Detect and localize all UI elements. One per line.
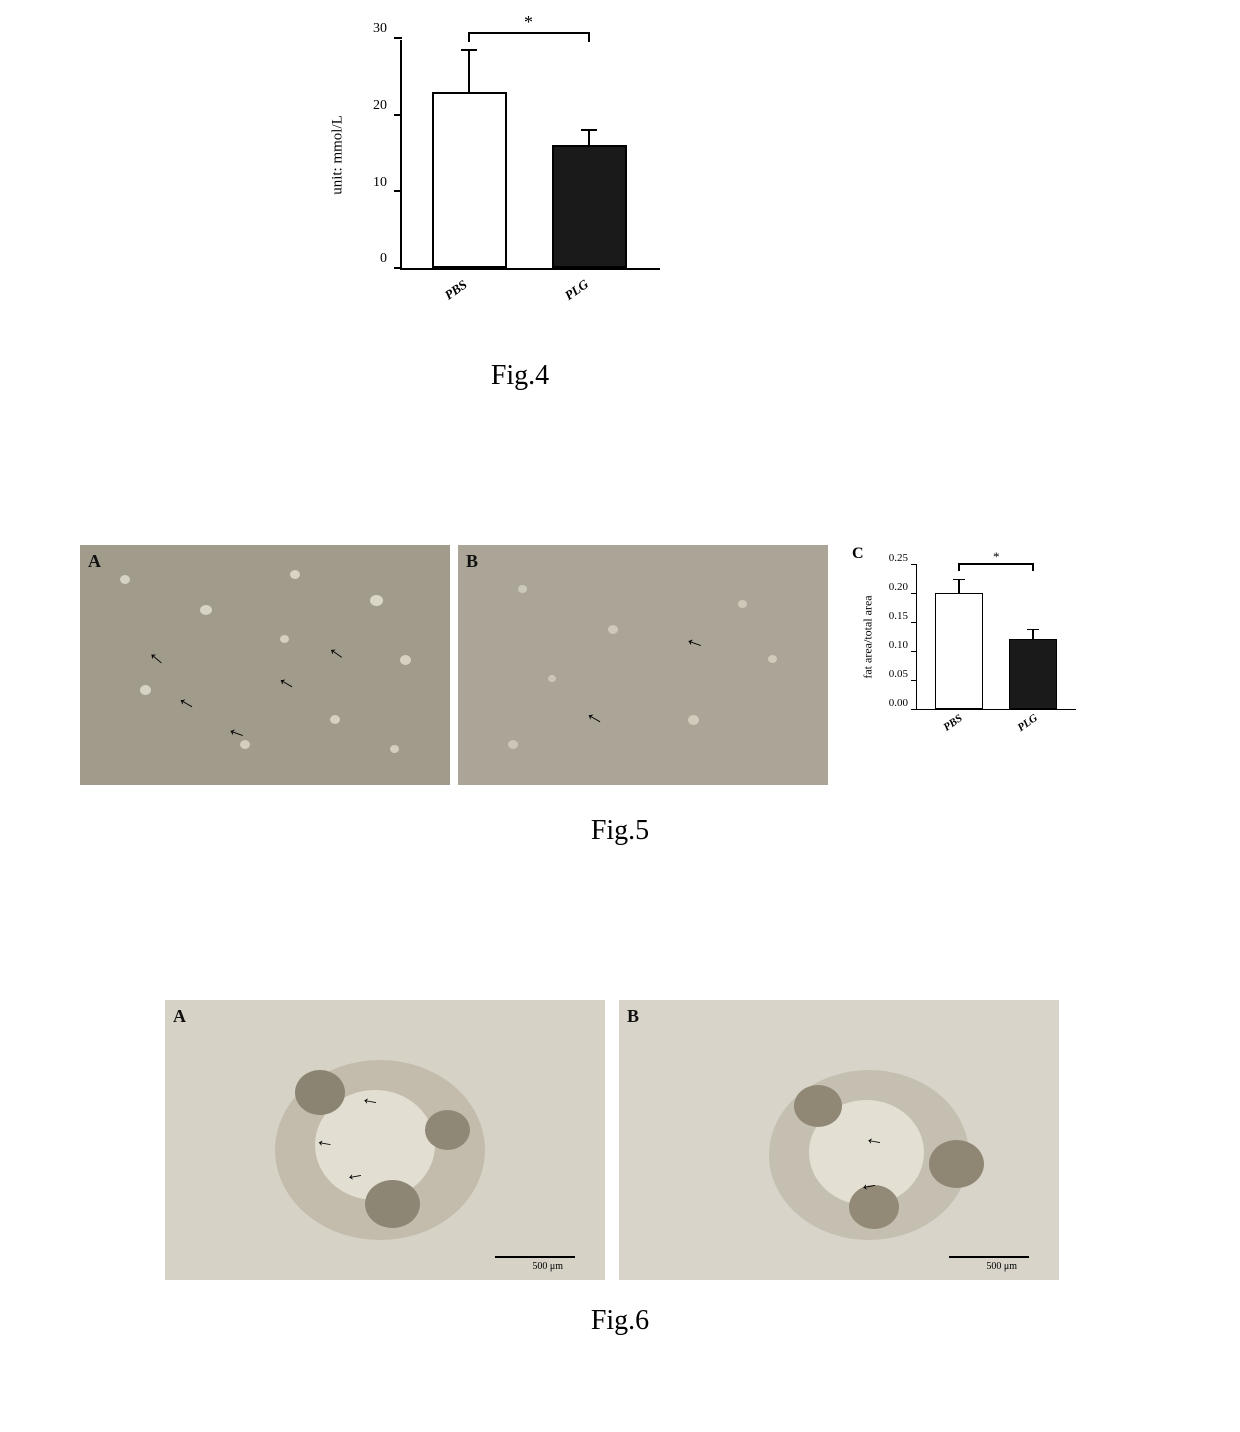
fig5-panel-b-letter: B	[466, 551, 478, 572]
fig5-panel-c-chart: C fat area/total area 0.00 0.05 0.10 0.1…	[856, 545, 1096, 745]
arrow-icon: ←	[313, 1128, 337, 1154]
figure-4: unit: mmol/L 0 10 20 30 * PBS	[310, 20, 730, 392]
fig4-ytick-3: 30	[373, 21, 387, 37]
fig5-panel-c-letter: C	[852, 545, 864, 563]
fig4-caption: Fig.4	[310, 360, 730, 392]
fig6-panel-b: B ↑ ↑ 500 μm	[619, 1000, 1059, 1280]
figure-5: A ↑ ↑ ↑ ↑ ↑ B ↑ ↑ C fat area/total area	[80, 545, 1160, 847]
fig4-ytick-2: 20	[373, 98, 387, 114]
fig5c-ytick-2: 0.10	[889, 639, 908, 651]
fig5-panel-a: A ↑ ↑ ↑ ↑ ↑	[80, 545, 450, 785]
fig4-chart: unit: mmol/L 0 10 20 30 * PBS	[310, 20, 690, 330]
fig5c-bar-plg	[1009, 639, 1057, 709]
scale-bar	[949, 1256, 1029, 1258]
fig4-sig-star: *	[524, 12, 533, 33]
fig4-bar-plg	[552, 145, 627, 268]
fig5c-ytick-5: 0.25	[889, 552, 908, 564]
fig6a-scale-text: 500 μm	[532, 1261, 563, 1272]
arrow-icon: ↑	[171, 692, 199, 715]
arrow-icon: ↑	[322, 641, 350, 665]
fig5-panel-b: B ↑ ↑	[458, 545, 828, 785]
fig5c-plot-area: 0.00 0.05 0.10 0.15 0.20 0.25 *	[916, 565, 1076, 710]
fig4-plot-area: 0 10 20 30 * PBS PLG	[400, 40, 660, 270]
fig5c-sig-star: *	[993, 549, 1000, 565]
arrow-icon: ↑	[271, 672, 299, 695]
fig6-panel-b-letter: B	[627, 1006, 639, 1027]
figure-6: A ↑ ← ↑ 500 μm B ↑ ↑ 500 μm Fig.6	[165, 1000, 1075, 1337]
fig4-xlabel-plg: PLG	[562, 276, 592, 304]
fig4-bar-pbs	[432, 92, 507, 268]
fig5c-ylabel: fat area/total area	[861, 595, 876, 678]
fig6-caption: Fig.6	[165, 1305, 1075, 1337]
fig5c-xlabel-pbs: PBS	[941, 712, 964, 733]
fig5c-ytick-3: 0.15	[889, 610, 908, 622]
fig5-panel-a-letter: A	[88, 551, 101, 572]
scale-bar	[495, 1256, 575, 1258]
fig5c-ytick-0: 0.00	[889, 697, 908, 709]
arrow-icon: ↑	[142, 645, 169, 670]
arrow-icon: ↑	[679, 633, 707, 652]
fig5-caption: Fig.5	[80, 815, 1160, 847]
fig6-panel-a-letter: A	[173, 1006, 186, 1027]
fig5c-bar-pbs	[935, 593, 983, 709]
fig4-ytick-1: 10	[373, 175, 387, 191]
fig6b-scale-text: 500 μm	[986, 1261, 1017, 1272]
fig4-ylabel: unit: mmol/L	[330, 115, 347, 195]
arrow-icon: ↑	[579, 707, 607, 730]
fig4-ytick-0: 0	[380, 251, 387, 267]
fig6-panel-a: A ↑ ← ↑ 500 μm	[165, 1000, 605, 1280]
fig5c-ytick-1: 0.05	[889, 668, 908, 680]
fig5c-xlabel-plg: PLG	[1015, 712, 1039, 734]
fig4-xlabel-pbs: PBS	[442, 277, 471, 304]
arrow-icon: ↑	[221, 723, 249, 742]
fig5c-ytick-4: 0.20	[889, 581, 908, 593]
